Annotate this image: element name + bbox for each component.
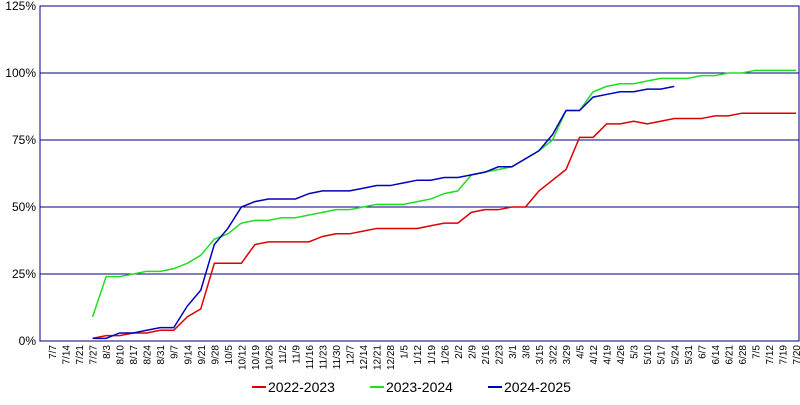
x-tick-label: 3/1 xyxy=(508,345,519,359)
x-tick-label: 7/7 xyxy=(48,345,59,359)
x-tick-label: 11/9 xyxy=(291,345,302,364)
x-tick-label: 11/16 xyxy=(305,345,316,370)
x-tick-label: 7/21 xyxy=(75,345,86,365)
y-tick-label: 50% xyxy=(12,200,36,214)
x-tick-label: 10/5 xyxy=(224,345,235,365)
x-tick-label: 1/26 xyxy=(440,345,451,365)
x-tick-label: 4/12 xyxy=(589,345,600,365)
x-tick-label: 6/21 xyxy=(724,345,735,365)
x-tick-label: 1/19 xyxy=(427,345,438,365)
x-tick-label: 8/24 xyxy=(143,345,154,365)
x-tick-label: 7/20 xyxy=(792,345,800,365)
legend-label: 2022-2023 xyxy=(268,379,335,395)
y-tick-label: 125% xyxy=(5,0,36,13)
x-tick-label: 3/15 xyxy=(535,345,546,365)
x-tick-label: 3/29 xyxy=(562,345,573,365)
x-tick-label: 9/28 xyxy=(210,345,221,365)
x-tick-label: 12/14 xyxy=(359,345,370,370)
x-tick-label: 8/10 xyxy=(116,345,127,365)
x-tick-label: 2/16 xyxy=(481,345,492,365)
y-tick-label: 0% xyxy=(19,334,37,348)
x-tick-label: 5/31 xyxy=(684,345,695,365)
x-tick-label: 9/7 xyxy=(170,345,181,359)
x-tick-label: 6/7 xyxy=(697,345,708,359)
y-tick-label: 100% xyxy=(5,66,36,80)
x-tick-label: 12/28 xyxy=(386,345,397,370)
legend-label: 2024-2025 xyxy=(504,379,571,395)
x-tick-label: 11/23 xyxy=(319,345,330,370)
x-tick-label: 10/26 xyxy=(264,345,275,370)
plot-area xyxy=(39,5,800,342)
series-line xyxy=(92,85,675,340)
x-tick-label: 4/19 xyxy=(603,345,614,365)
x-tick-label: 12/21 xyxy=(373,345,384,370)
x-tick-label: 1/12 xyxy=(413,345,424,365)
x-tick-label: 8/17 xyxy=(129,345,140,365)
x-tick-label: 11/2 xyxy=(278,345,289,364)
x-tick-label: 10/12 xyxy=(237,345,248,370)
x-tick-label: 8/31 xyxy=(156,345,167,365)
x-tick-label: 4/5 xyxy=(576,345,587,359)
x-tick-label: 7/12 xyxy=(765,345,776,365)
x-tick-label: 10/19 xyxy=(251,345,262,370)
y-tick-label: 25% xyxy=(12,267,36,281)
y-tick-label: 75% xyxy=(12,133,36,147)
x-tick-label: 5/10 xyxy=(643,345,654,365)
x-tick-label: 5/17 xyxy=(657,345,668,365)
x-tick-label: 2/9 xyxy=(467,345,478,359)
x-tick-label: 4/26 xyxy=(616,345,627,365)
x-tick-label: 12/7 xyxy=(346,345,357,365)
series-line xyxy=(92,112,796,340)
x-tick-label: 8/3 xyxy=(102,345,113,359)
legend-label: 2023-2024 xyxy=(386,379,453,395)
x-tick-label: 1/5 xyxy=(400,345,411,359)
x-tick-label: 7/14 xyxy=(62,345,73,365)
x-tick-label: 3/8 xyxy=(521,345,532,359)
x-tick-label: 11/30 xyxy=(332,345,343,370)
x-tick-label: 3/22 xyxy=(549,345,560,365)
series-line xyxy=(91,69,796,318)
x-tick-label: 2/2 xyxy=(454,345,465,359)
x-tick-label: 2/23 xyxy=(494,345,505,365)
x-tick-label: 5/24 xyxy=(670,345,681,365)
x-tick-label: 7/5 xyxy=(751,345,762,359)
x-tick-label: 5/3 xyxy=(630,345,641,359)
x-tick-label: 9/21 xyxy=(197,345,208,365)
x-tick-label: 6/28 xyxy=(738,345,749,365)
x-tick-label: 7/27 xyxy=(89,345,100,365)
x-tick-label: 9/14 xyxy=(183,345,194,365)
x-tick-label: 7/19 xyxy=(778,345,789,365)
x-tick-label: 6/14 xyxy=(711,345,722,365)
